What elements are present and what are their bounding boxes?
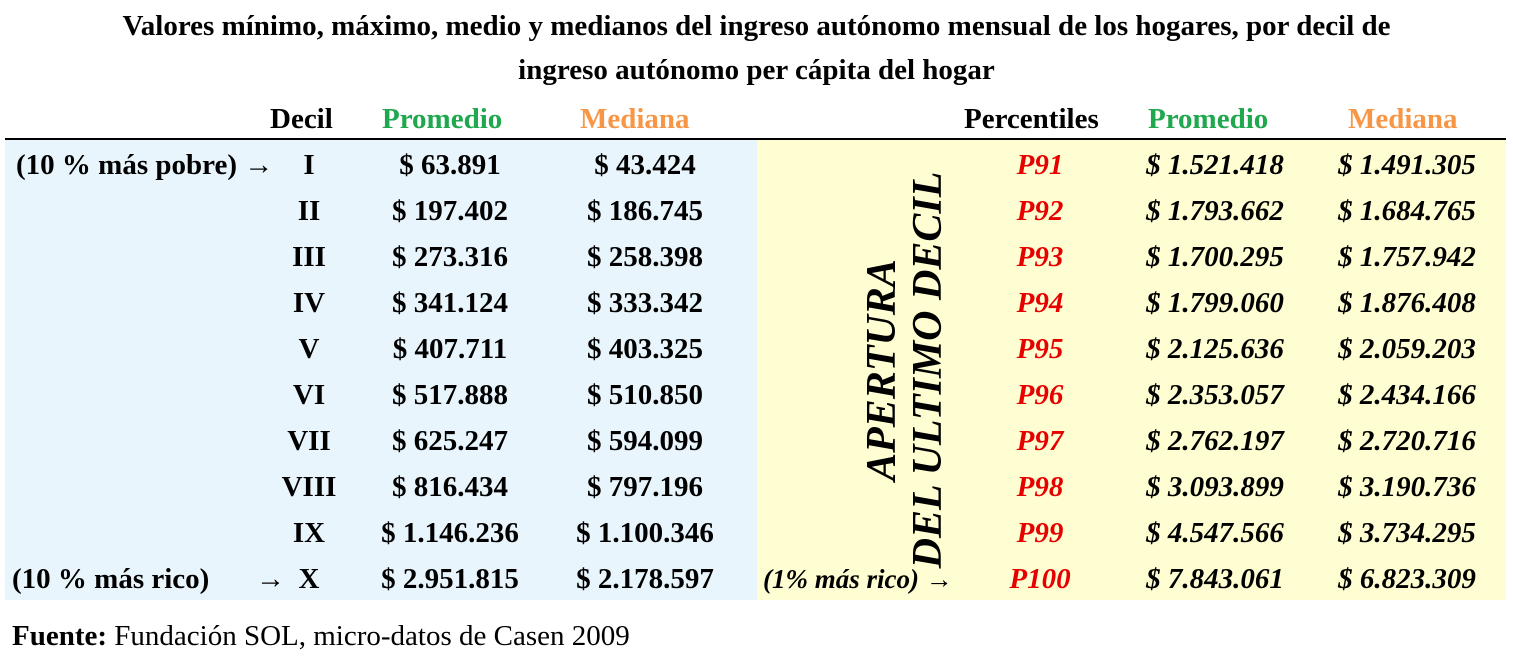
percentile-promedio: $ 2.125.636 (1146, 333, 1284, 365)
percentile-label: P98 (1016, 471, 1064, 503)
decil-label: IV (292, 287, 326, 319)
decil-promedio: $ 2.951.815 (381, 563, 519, 595)
header-percentiles: Percentiles (964, 103, 1099, 135)
decil-arrow: → (256, 563, 285, 595)
percentile-label: P100 (1009, 563, 1071, 595)
decil-mediana: $ 43.424 (594, 149, 696, 181)
decil-promedio: $ 63.891 (399, 149, 501, 181)
source-note: Fuente: Fundación SOL, micro-datos de Ca… (12, 616, 630, 656)
decil-label: III (292, 241, 326, 273)
percentile-mediana: $ 2.434.166 (1338, 379, 1476, 411)
decil-mediana: $ 403.325 (587, 333, 703, 365)
vertical-label-line-2: DEL ULTIMO DECIL (905, 171, 951, 569)
header-mediana-left: Mediana (580, 103, 690, 135)
decil-label: II (297, 195, 321, 227)
percentile-label: P96 (1016, 379, 1064, 411)
decil-promedio: $ 625.247 (392, 425, 508, 457)
decil-mediana: $ 258.398 (587, 241, 703, 273)
percentile-promedio: $ 1.793.662 (1146, 195, 1284, 227)
percentile-promedio: $ 1.799.060 (1146, 287, 1284, 319)
decil-mediana: $ 510.850 (587, 379, 703, 411)
decil-label: VII (287, 425, 331, 457)
decil-mediana: $ 1.100.346 (576, 517, 714, 549)
decil-label: X (298, 563, 320, 595)
percentile-mediana: $ 1.876.408 (1338, 287, 1476, 319)
source-text: Fundación SOL, micro-datos de Casen 2009 (107, 620, 630, 652)
percentile-label: P92 (1016, 195, 1064, 227)
decil-mediana: $ 594.099 (587, 425, 703, 457)
decil-label: IX (292, 517, 326, 549)
deciles-panel (5, 140, 757, 600)
percentile-mediana: $ 3.734.295 (1338, 517, 1476, 549)
percentile-mediana: $ 1.491.305 (1338, 149, 1476, 181)
decil-promedio: $ 341.124 (392, 287, 508, 319)
header-mediana-right: Mediana (1348, 103, 1458, 135)
percentile-label: P95 (1016, 333, 1064, 365)
table-title: Valores mínimo, máximo, medio y medianos… (0, 4, 1513, 92)
title-line-1: Valores mínimo, máximo, medio y medianos… (122, 10, 1391, 42)
header-decil: Decil (270, 103, 333, 135)
percentile-label: P97 (1016, 425, 1064, 457)
percentile-promedio: $ 7.843.061 (1146, 563, 1284, 595)
decil-label: I (303, 149, 315, 181)
percentile-label: P91 (1016, 149, 1064, 181)
percentile-promedio: $ 2.353.057 (1146, 379, 1284, 411)
percentile-note: (1% más rico) → (763, 564, 953, 594)
header-promedio-right: Promedio (1148, 103, 1269, 135)
decil-note: (10 % más rico) (12, 563, 210, 595)
percentile-mediana: $ 2.720.716 (1338, 425, 1476, 457)
decil-mediana: $ 797.196 (587, 471, 703, 503)
header-rule (5, 138, 1506, 140)
decil-note: (10 % más pobre) → (16, 149, 274, 181)
percentile-promedio: $ 3.093.899 (1146, 471, 1284, 503)
vertical-label-line-1: APERTURA (859, 259, 905, 481)
percentile-promedio: $ 2.762.197 (1146, 425, 1284, 457)
percentile-label: P99 (1016, 517, 1064, 549)
percentile-label: P93 (1016, 241, 1064, 273)
decil-label: VI (292, 379, 326, 411)
percentile-mediana: $ 2.059.203 (1338, 333, 1476, 365)
decil-promedio: $ 197.402 (392, 195, 508, 227)
decil-promedio: $ 1.146.236 (381, 517, 519, 549)
percentile-mediana: $ 3.190.736 (1338, 471, 1476, 503)
title-line-2: ingreso autónomo per cápita del hogar (518, 54, 995, 86)
decil-promedio: $ 517.888 (392, 379, 508, 411)
percentile-mediana: $ 1.757.942 (1338, 241, 1476, 273)
header-promedio-left: Promedio (382, 103, 503, 135)
percentile-mediana: $ 1.684.765 (1338, 195, 1476, 227)
decil-mediana: $ 333.342 (587, 287, 703, 319)
decil-promedio: $ 816.434 (392, 471, 508, 503)
percentile-label: P94 (1016, 287, 1064, 319)
source-label: Fuente: (12, 620, 108, 652)
percentiles-panel (757, 140, 1506, 600)
decil-mediana: $ 186.745 (587, 195, 703, 227)
percentile-mediana: $ 6.823.309 (1338, 563, 1476, 595)
decil-mediana: $ 2.178.597 (576, 563, 714, 595)
decil-label: V (298, 333, 320, 365)
decil-label: VIII (281, 471, 337, 503)
decil-promedio: $ 273.316 (392, 241, 508, 273)
percentile-promedio: $ 1.521.418 (1146, 149, 1284, 181)
decil-promedio: $ 407.711 (392, 333, 508, 365)
percentile-promedio: $ 1.700.295 (1146, 241, 1284, 273)
percentile-promedio: $ 4.547.566 (1146, 517, 1284, 549)
